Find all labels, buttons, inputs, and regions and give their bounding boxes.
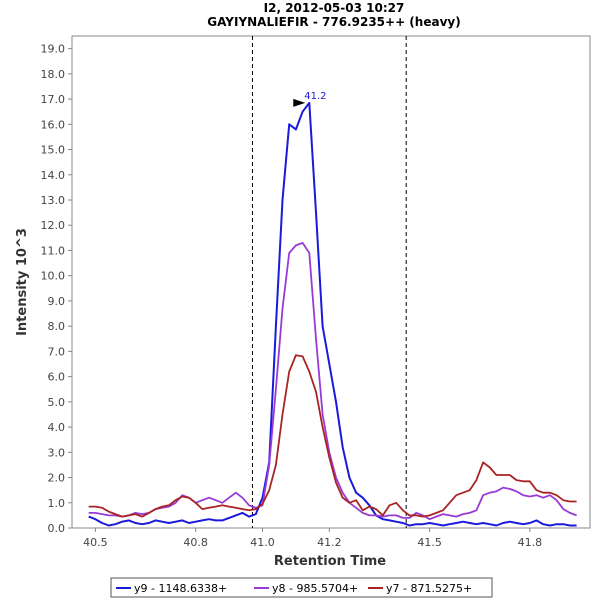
y-tick-label: 17.0 (41, 93, 66, 106)
legend-label-y7: y7 - 871.5275+ (386, 582, 472, 595)
y-tick-label: 16.0 (41, 118, 66, 131)
legend-box (110, 577, 493, 598)
y-tick-label: 18.0 (41, 68, 66, 81)
y-axis-label: Intensity 10^3 (15, 228, 30, 336)
legend-label-y9: y9 - 1148.6338+ (134, 582, 227, 595)
y-tick-label: 6.0 (48, 371, 66, 384)
x-tick-label: 41.0 (250, 536, 275, 549)
y-tick-label: 2.0 (48, 472, 66, 485)
x-tick-label: 41.8 (518, 536, 543, 549)
peak-arrow-icon (293, 98, 306, 107)
x-tick-label: 40.5 (83, 536, 108, 549)
x-tick-label: 41.2 (317, 536, 342, 549)
y-tick-label: 14.0 (41, 169, 66, 182)
y-tick-label: 10.0 (41, 270, 66, 283)
y-tick-label: 0.0 (48, 522, 66, 535)
y-tick-label: 15.0 (41, 144, 66, 157)
y-tick-label: 4.0 (48, 421, 66, 434)
series-line-y7 (88, 354, 577, 518)
boundary-lines (251, 36, 407, 528)
legend-label-y8: y8 - 985.5704+ (272, 582, 358, 595)
y-tick-label: 9.0 (48, 295, 66, 308)
series-group (88, 101, 577, 527)
x-axis: 40.5 40.8 41.0 41.2 41.5 41.8 (83, 528, 542, 549)
y-tick-label: 1.0 (48, 497, 66, 510)
chart-subtitle: GAYIYNALIEFIR - 776.9235++ (heavy) (207, 15, 460, 29)
x-tick-label: 40.8 (183, 536, 208, 549)
x-tick-label: 41.5 (417, 536, 442, 549)
chart-title: I2, 2012-05-03 10:27 (264, 1, 405, 15)
y-tick-label: 3.0 (48, 446, 66, 459)
y-tick-label: 12.0 (41, 219, 66, 232)
y-tick-label: 7.0 (48, 345, 66, 358)
y-tick-label: 5.0 (48, 396, 66, 409)
plot-area (71, 35, 591, 529)
y-tick-label: 11.0 (41, 244, 66, 257)
legend: y9 - 1148.6338+ y8 - 985.5704+ y7 - 871.… (110, 577, 493, 598)
y-axis: 0.0 1.0 2.0 3.0 4.0 5.0 6.0 7.0 8.0 9.0 10.0 11.0 12… (41, 43, 72, 535)
y-tick-label: 13.0 (41, 194, 66, 207)
x-axis-label: Retention Time (274, 554, 386, 569)
series-line-y9 (88, 101, 577, 527)
series-line-y8 (88, 241, 577, 521)
peak-annotation-label: 41.2 (304, 91, 326, 102)
y-tick-label: 8.0 (48, 320, 66, 333)
y-tick-label: 19.0 (41, 43, 66, 56)
